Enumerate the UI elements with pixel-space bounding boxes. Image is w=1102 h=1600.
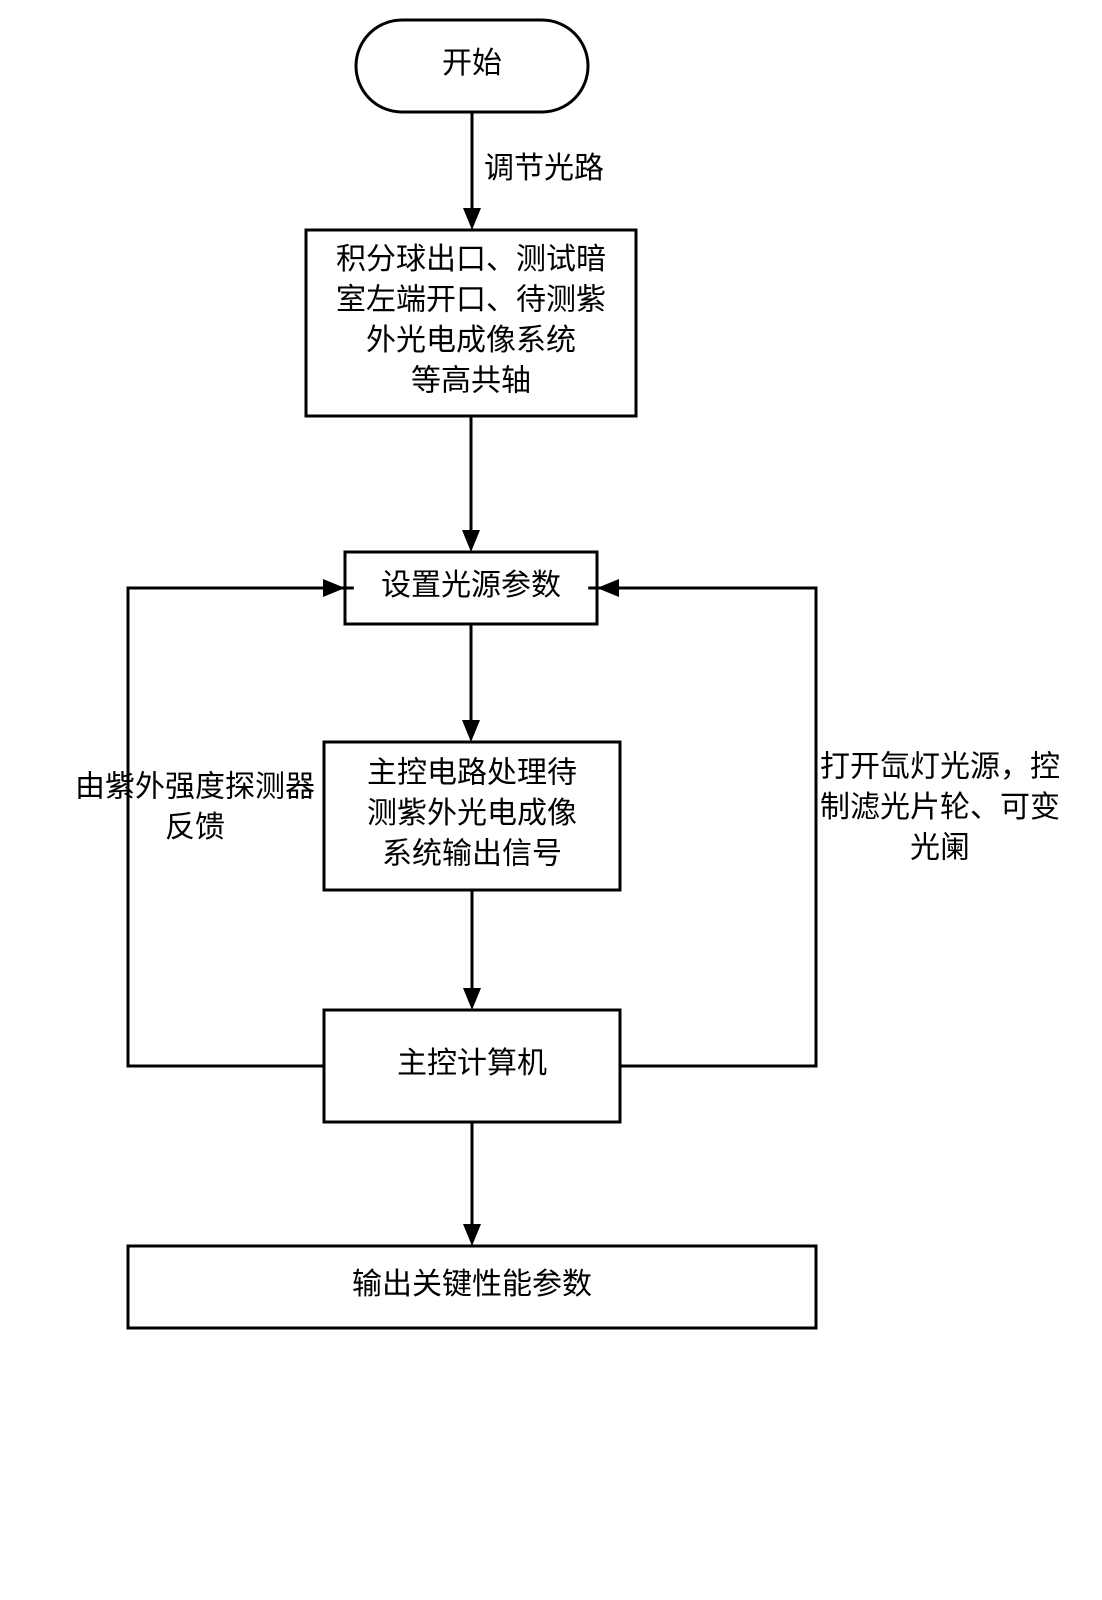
arrowhead (462, 530, 480, 552)
node-output-label: 输出关键性能参数 (352, 1268, 592, 1301)
arrowhead (463, 208, 481, 230)
edge-loop-right-loop (588, 588, 816, 1066)
edge-loop-right-loop-label: 打开氙灯光源，控 (820, 750, 1060, 783)
node-circuit-label: 测紫外光电成像 (367, 797, 577, 830)
arrowhead (462, 720, 480, 742)
edge-loop-left-loop-label: 反馈 (165, 811, 225, 844)
node-align-label: 室左端开口、待测紫 (336, 284, 606, 317)
node-computer-label: 主控计算机 (397, 1047, 547, 1080)
arrowhead (463, 988, 481, 1010)
node-circuit-label: 主控电路处理待 (367, 756, 577, 789)
arrowhead (463, 1224, 481, 1246)
edge-start-align-label: 调节光路 (484, 152, 604, 185)
edge-loop-left-loop-label: 由紫外强度探测器 (75, 771, 315, 804)
node-align-label: 等高共轴 (411, 365, 531, 398)
edge-loop-right-loop-label: 光阑 (910, 831, 970, 864)
node-params-label: 设置光源参数 (381, 569, 561, 602)
node-circuit-label: 系统输出信号 (382, 837, 562, 870)
edge-loop-left-loop (128, 588, 354, 1066)
node-align-label: 外光电成像系统 (366, 324, 576, 357)
edge-loop-right-loop-label: 制滤光片轮、可变 (820, 791, 1060, 824)
node-start-label: 开始 (442, 47, 502, 80)
arrowhead (597, 579, 619, 597)
node-align-label: 积分球出口、测试暗 (336, 243, 606, 276)
arrowhead (323, 579, 345, 597)
